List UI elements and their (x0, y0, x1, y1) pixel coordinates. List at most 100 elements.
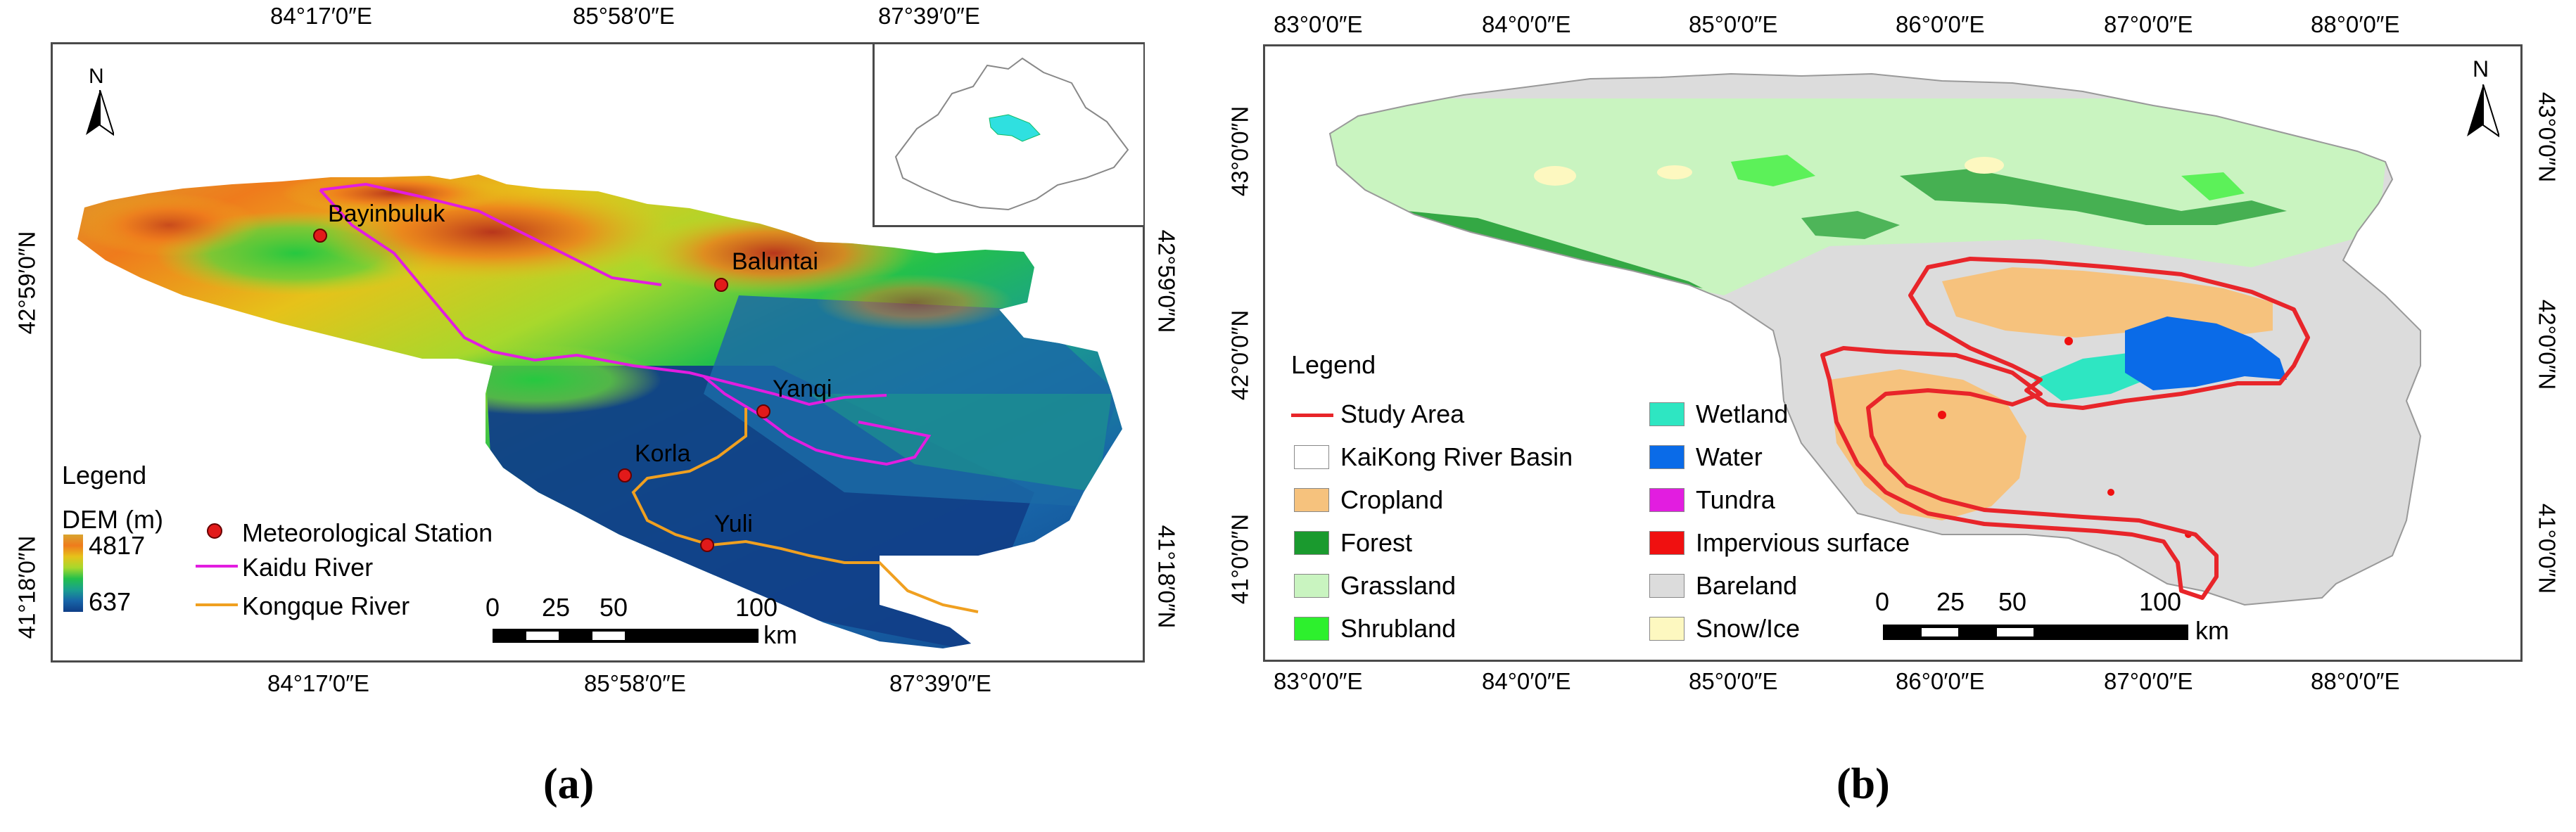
station-korla (618, 468, 632, 482)
panel-b-bottom-tick-2: 84°0′0″E (1482, 668, 1571, 694)
legend-swatch-grassland (1294, 574, 1329, 598)
legend-swatch-shrubland (1294, 617, 1329, 641)
panel-a-legend-title: Legend (62, 461, 147, 489)
legend-label-snow-ice: Snow/Ice (1696, 614, 1801, 643)
legend-label-water: Water (1696, 442, 1763, 471)
label-korla: Korla (635, 440, 691, 467)
panel-a-label: (a) (543, 760, 595, 808)
panel-b-scale-bar (1883, 625, 2188, 640)
panel-a-top-tick-2: 85°58′0″E (573, 3, 675, 29)
panel-a-left-tick-1: 42°59′0″N (13, 231, 40, 335)
panel-b-bottom-tick-4: 86°0′0″E (1896, 668, 1985, 694)
north-arrow-icon (2467, 84, 2499, 138)
legend-swatch-wetland (1649, 402, 1684, 426)
panel-b-top-tick-3: 85°0′0″E (1689, 11, 1778, 37)
panel-b-legend-title: Legend (1291, 350, 1376, 379)
panel-a-dem-map (77, 174, 1122, 648)
panel-a-bottom-tick-3: 87°39′0″E (889, 670, 991, 696)
legend-swatch-bareland (1649, 574, 1684, 598)
station-legend-label: Meteorological Station (242, 518, 493, 547)
panel-a-bottom-tick-2: 85°58′0″E (584, 670, 686, 696)
legend-label-study-area: Study Area (1340, 399, 1465, 428)
study-area-outline (1820, 257, 2310, 600)
kongque-legend-icon (196, 603, 238, 606)
station-legend-icon (207, 523, 222, 539)
panel-b-bottom-tick-5: 87°0′0″E (2104, 668, 2193, 694)
legend-label-shrubland: Shrubland (1340, 614, 1457, 643)
panel-b-top-tick-1: 83°0′0″E (1274, 11, 1363, 37)
panel-b-bottom-tick-1: 83°0′0″E (1274, 668, 1363, 694)
panel-b-top-tick-2: 84°0′0″E (1482, 11, 1571, 37)
legend-swatch-forest (1294, 531, 1329, 555)
panel-b-right-tick-3: 41°0′0″N (2534, 503, 2561, 594)
label-yanqi: Yanqi (773, 376, 832, 402)
kaidu-legend-label: Kaidu River (242, 553, 374, 582)
legend-label-kaikong-river-basin: KaiKong River Basin (1340, 442, 1573, 471)
label-baluntai: Baluntai (732, 248, 818, 275)
legend-label-impervious-surface: Impervious surface (1696, 528, 1910, 557)
legend-swatch-study-area (1291, 414, 1333, 417)
panel-a-scale-tick-100: 100 (735, 593, 778, 622)
label-bayinbuluk: Bayinbuluk (328, 200, 445, 227)
panel-b-label: (b) (1836, 760, 1890, 808)
panel-b-top-tick-4: 86°0′0″E (1896, 11, 1985, 37)
north-label: N (89, 65, 104, 88)
legend-swatch-tundra (1649, 488, 1684, 512)
legend-swatch-snow-ice (1649, 617, 1684, 641)
panel-b-bottom-tick-6: 88°0′0″E (2311, 668, 2400, 694)
legend-swatch-water (1649, 445, 1684, 469)
legend-label-tundra: Tundra (1696, 485, 1775, 514)
legend-label-wetland: Wetland (1696, 399, 1789, 428)
panel-b-scale-tick-0: 0 (1875, 587, 1890, 616)
panel-a-dem-label: DEM (m) (62, 505, 163, 534)
north-arrow-icon (86, 90, 114, 136)
panel-a-right-tick-2: 41°18′0″N (1153, 525, 1180, 629)
station-bayinbuluk (313, 229, 327, 243)
panel-a-scale-tick-25: 25 (542, 593, 571, 622)
station-yanqi (756, 404, 770, 418)
station-yuli (700, 538, 714, 552)
panel-b-north-arrow: N (2463, 56, 2505, 155)
legend-swatch-cropland (1294, 488, 1329, 512)
panel-b-left-tick-2: 42°0′0″N (1226, 309, 1253, 401)
panel-a-right-tick-1: 42°59′0″N (1153, 229, 1180, 333)
panel-a-scale-tick-0: 0 (486, 593, 500, 622)
panel-b-right-tick-1: 43°0′0″N (2534, 91, 2561, 183)
panel-b-scale-unit: km (2195, 616, 2229, 645)
panel-a-scale-tick-50: 50 (599, 593, 628, 622)
label-yuli: Yuli (714, 511, 753, 537)
panel-b-top-tick-6: 88°0′0″E (2311, 11, 2400, 37)
legend-label-bareland: Bareland (1696, 571, 1798, 600)
panel-b-scale-tick-100: 100 (2139, 587, 2182, 616)
kaidu-river (319, 182, 932, 466)
panel-a-scale-bar (493, 629, 759, 643)
legend-label-grassland: Grassland (1340, 571, 1457, 600)
panel-a-inset-map (873, 44, 1143, 227)
station-baluntai (714, 278, 728, 292)
panel-b-scale-tick-25: 25 (1936, 587, 1965, 616)
panel-a-top-tick-3: 87°39′0″E (878, 3, 980, 29)
legend-label-cropland: Cropland (1340, 485, 1444, 514)
panel-b-left-tick-3: 41°0′0″N (1226, 513, 1253, 605)
panel-b-scale-tick-50: 50 (1998, 587, 2027, 616)
legend-swatch-impervious-surface (1649, 531, 1684, 555)
kaidu-legend-icon (196, 565, 238, 568)
dem-min-value: 637 (89, 587, 132, 616)
panel-b-top-tick-5: 87°0′0″E (2104, 11, 2193, 37)
legend-swatch-kaikong-river-basin (1294, 445, 1329, 469)
panel-b-landcover-map (1328, 72, 2422, 606)
panel-a-bottom-tick-1: 84°17′0″E (267, 670, 369, 696)
dem-max-value: 4817 (89, 531, 146, 560)
panel-b-right-tick-2: 42°0′0″N (2534, 299, 2561, 390)
panel-a-north-arrow: N (79, 65, 121, 149)
north-label: N (2473, 56, 2489, 82)
dem-colorbar (63, 535, 83, 612)
panel-b-bottom-tick-3: 85°0′0″E (1689, 668, 1778, 694)
xinjiang-outline (894, 57, 1129, 211)
panel-b-left-tick-1: 43°0′0″N (1226, 105, 1253, 197)
kongque-legend-label: Kongque River (242, 591, 410, 620)
panel-a-left-tick-2: 41°18′0″N (13, 535, 40, 639)
panel-a-top-tick-1: 84°17′0″E (270, 3, 372, 29)
panel-a-scale-unit: km (763, 620, 797, 649)
legend-label-forest: Forest (1340, 528, 1413, 557)
